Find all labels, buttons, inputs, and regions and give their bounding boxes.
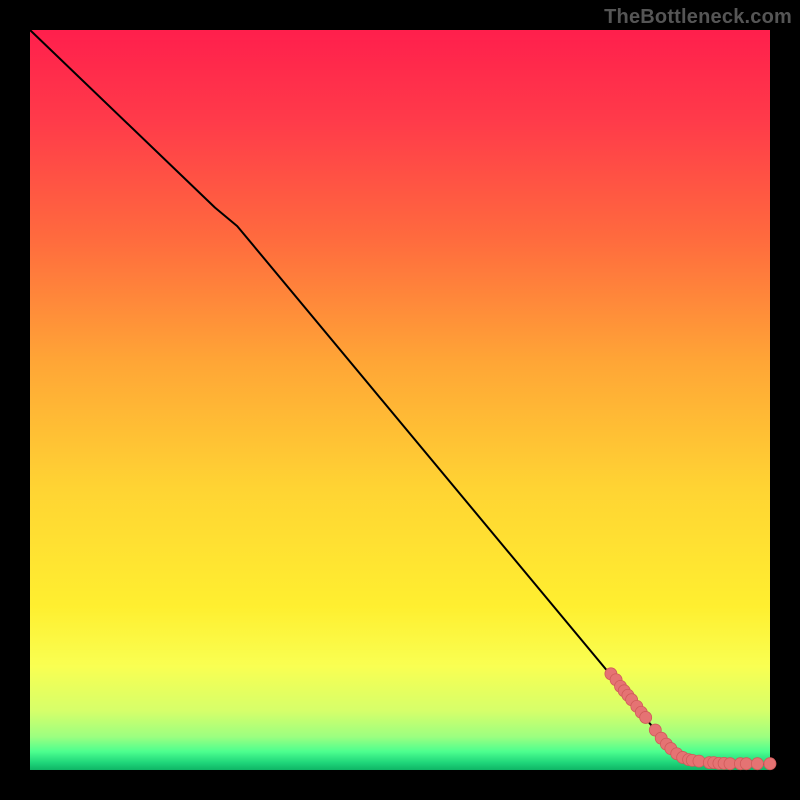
chart-marker	[740, 758, 752, 770]
chart-marker	[764, 758, 776, 770]
chart-marker	[751, 758, 763, 770]
chart-background	[30, 30, 770, 770]
chart-marker	[640, 711, 652, 723]
chart-svg	[0, 0, 800, 800]
